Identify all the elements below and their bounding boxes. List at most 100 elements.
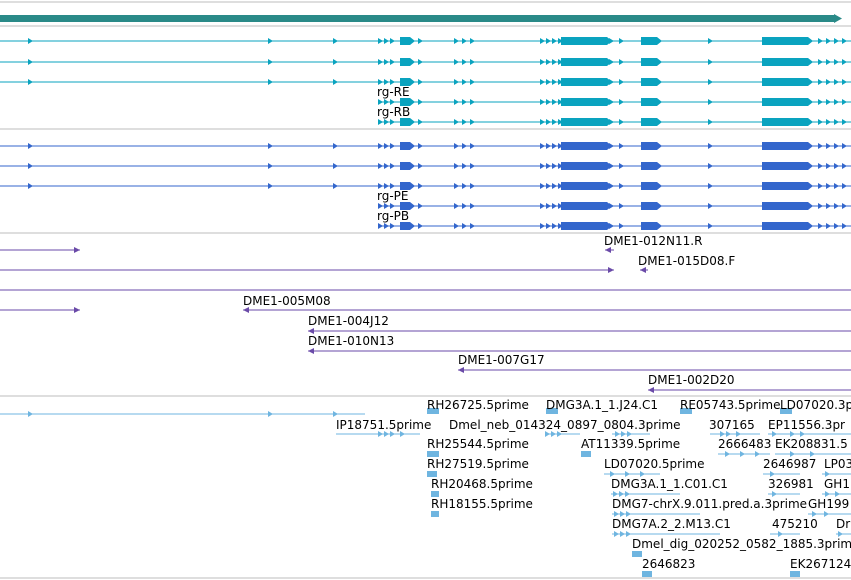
strand-arrow-icon [708, 223, 713, 229]
exon-block[interactable] [762, 162, 808, 170]
exon-block[interactable] [400, 58, 410, 66]
exon-block[interactable] [400, 162, 410, 170]
est-block[interactable] [427, 408, 439, 414]
exon-block[interactable] [641, 162, 657, 170]
est-block[interactable] [431, 511, 439, 517]
exon-block[interactable] [561, 202, 607, 210]
exon-block[interactable] [762, 182, 808, 190]
transcript-feature[interactable] [0, 58, 851, 66]
strand-arrow-icon [619, 79, 624, 85]
gene-feature[interactable] [0, 15, 834, 22]
est-block[interactable] [780, 408, 792, 414]
est-feature[interactable] [336, 431, 420, 437]
est-feature[interactable] [0, 411, 365, 417]
exon-block[interactable] [641, 142, 657, 150]
clone-feature[interactable] [0, 267, 614, 273]
strand-arrow-icon [657, 118, 662, 126]
est-block[interactable] [642, 571, 652, 577]
exon-block[interactable] [762, 118, 808, 126]
transcript-feature[interactable] [0, 78, 851, 86]
est-feature[interactable] [612, 511, 700, 517]
protein-feature[interactable] [378, 222, 851, 230]
exon-block[interactable] [762, 78, 808, 86]
est-feature[interactable] [768, 491, 800, 497]
exon-block[interactable] [400, 118, 410, 126]
exon-block[interactable] [400, 202, 410, 210]
strand-arrow-icon [657, 58, 662, 66]
exon-block[interactable] [400, 98, 410, 106]
est-block[interactable] [431, 491, 439, 497]
transcript-feature[interactable] [378, 98, 851, 106]
est-feature[interactable] [763, 471, 800, 477]
clone-feature[interactable] [308, 348, 851, 354]
est-block[interactable] [581, 451, 591, 457]
transcript-feature[interactable] [0, 37, 851, 45]
clone-feature[interactable] [605, 247, 614, 253]
exon-block[interactable] [561, 142, 607, 150]
est-feature[interactable] [770, 531, 800, 537]
exon-block[interactable] [762, 37, 808, 45]
est-feature[interactable] [822, 471, 851, 477]
exon-block[interactable] [762, 202, 808, 210]
est-feature[interactable] [836, 531, 851, 537]
exon-block[interactable] [400, 142, 410, 150]
clone-feature[interactable] [458, 367, 851, 373]
est-block[interactable] [546, 408, 558, 414]
exon-block[interactable] [561, 58, 607, 66]
est-feature[interactable] [545, 431, 580, 437]
clone-feature[interactable] [243, 307, 851, 313]
exon-block[interactable] [400, 78, 410, 86]
protein-feature[interactable] [0, 182, 851, 190]
est-feature[interactable] [768, 431, 851, 437]
strand-arrow-icon [462, 38, 467, 44]
exon-block[interactable] [641, 222, 657, 230]
exon-block[interactable] [561, 222, 607, 230]
exon-block[interactable] [400, 182, 410, 190]
exon-block[interactable] [400, 37, 410, 45]
est-block[interactable] [632, 551, 642, 557]
est-block[interactable] [680, 408, 692, 414]
est-feature[interactable] [612, 431, 650, 437]
est-feature[interactable] [808, 511, 851, 517]
exon-block[interactable] [762, 58, 808, 66]
clone-feature[interactable] [308, 328, 851, 334]
exon-block[interactable] [641, 98, 657, 106]
protein-feature[interactable] [378, 202, 851, 210]
est-feature[interactable] [604, 471, 660, 477]
est-feature[interactable] [822, 491, 851, 497]
clone-feature[interactable] [640, 267, 648, 273]
est-block[interactable] [790, 571, 800, 577]
exon-block[interactable] [400, 222, 410, 230]
clone-feature[interactable] [648, 387, 851, 393]
exon-block[interactable] [561, 118, 607, 126]
protein-feature[interactable] [0, 162, 851, 170]
est-feature[interactable] [612, 531, 720, 537]
strand-arrow-icon [818, 223, 823, 229]
exon-block[interactable] [561, 162, 607, 170]
clone-feature[interactable] [0, 247, 80, 253]
exon-block[interactable] [561, 182, 607, 190]
exon-block[interactable] [641, 182, 657, 190]
exon-block[interactable] [641, 78, 657, 86]
exon-block[interactable] [641, 58, 657, 66]
clone-feature[interactable] [0, 307, 80, 313]
est-feature[interactable] [718, 451, 770, 457]
exon-block[interactable] [762, 98, 808, 106]
exon-block[interactable] [641, 202, 657, 210]
est-feature[interactable] [775, 451, 851, 457]
strand-arrow-icon [826, 99, 831, 105]
exon-block[interactable] [641, 118, 657, 126]
exon-block[interactable] [561, 37, 607, 45]
exon-block[interactable] [762, 142, 808, 150]
strand-arrow-icon [462, 79, 467, 85]
exon-block[interactable] [561, 78, 607, 86]
est-feature[interactable] [710, 431, 760, 437]
transcript-feature[interactable] [378, 118, 851, 126]
protein-feature[interactable] [0, 142, 851, 150]
exon-block[interactable] [561, 98, 607, 106]
exon-block[interactable] [641, 37, 657, 45]
est-block[interactable] [427, 451, 439, 457]
exon-block[interactable] [762, 222, 808, 230]
est-block[interactable] [427, 471, 437, 477]
est-feature[interactable] [611, 491, 680, 497]
